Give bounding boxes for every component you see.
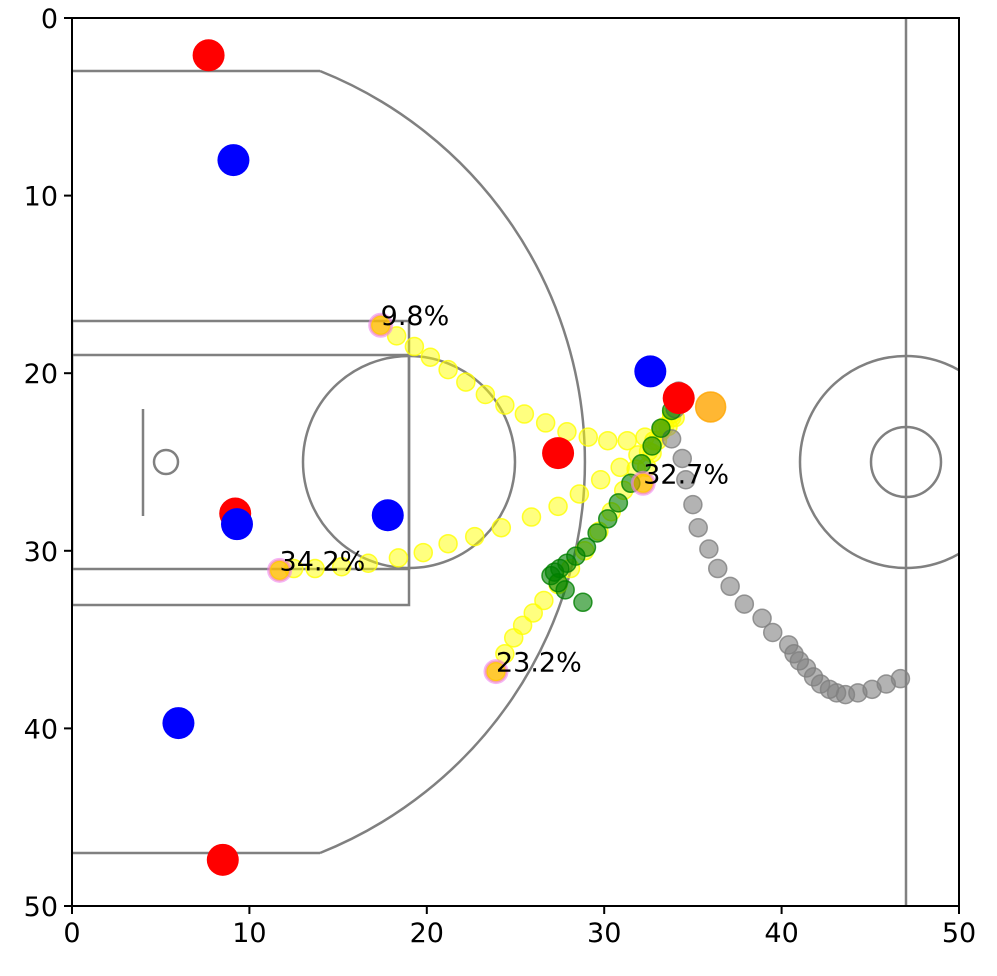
point (217, 144, 250, 177)
point (610, 457, 630, 478)
point (597, 430, 618, 451)
point (404, 336, 425, 357)
point (475, 384, 496, 405)
point (890, 668, 911, 689)
point (651, 418, 671, 439)
three-point-arc (319, 69, 587, 855)
point (368, 312, 394, 338)
point (534, 590, 554, 611)
point (413, 542, 434, 563)
point (220, 508, 253, 541)
point (587, 523, 607, 543)
y-tick-label: 40 (24, 714, 58, 745)
point (578, 427, 598, 447)
point (548, 496, 568, 517)
y-tick-label: 20 (24, 359, 58, 390)
plot-frame (71, 17, 960, 907)
point (642, 436, 662, 456)
point (514, 404, 535, 424)
point (438, 359, 458, 380)
point (388, 548, 409, 568)
point (662, 382, 695, 415)
x-tick-label: 40 (764, 918, 798, 949)
point (672, 448, 693, 469)
annotation: 23.2% (496, 648, 582, 679)
annotation: 34.2% (280, 546, 366, 577)
y-tick-label: 50 (24, 892, 58, 923)
point (491, 517, 512, 538)
point (630, 470, 656, 496)
point (495, 395, 515, 415)
point (523, 603, 543, 623)
point (331, 557, 352, 577)
x-tick-label: 30 (587, 918, 621, 949)
point (573, 592, 593, 613)
point (206, 843, 239, 876)
annotation: 9.8% (381, 301, 450, 332)
free-throw-circle (301, 354, 517, 570)
point (267, 557, 293, 583)
point (512, 615, 533, 636)
point (569, 484, 590, 504)
point (371, 499, 404, 532)
point (438, 533, 458, 554)
point (420, 347, 441, 367)
point (521, 507, 542, 527)
point (386, 326, 407, 346)
y-tick-label: 0 (41, 4, 58, 35)
point (535, 413, 556, 433)
point (305, 558, 325, 579)
point (483, 659, 509, 685)
x-tick-label: 20 (410, 918, 444, 949)
point (762, 622, 783, 643)
x-tick-label: 50 (942, 918, 976, 949)
point (720, 576, 740, 597)
x-tick-label: 0 (63, 918, 80, 949)
point (694, 391, 727, 423)
hoop (152, 448, 180, 476)
point (358, 553, 379, 573)
point (597, 509, 618, 529)
center-circle-inner (869, 425, 943, 499)
point (608, 493, 629, 513)
point (464, 526, 485, 547)
point (699, 539, 719, 559)
paint-inner (72, 353, 411, 571)
point (676, 470, 696, 490)
point (162, 707, 195, 740)
point (683, 494, 703, 515)
y-tick-label: 10 (24, 182, 58, 213)
point (634, 355, 667, 388)
center-circle (798, 354, 959, 570)
point (734, 594, 755, 614)
point (590, 470, 611, 490)
point (192, 39, 225, 72)
x-tick-label: 10 (232, 918, 266, 949)
point (752, 608, 772, 629)
point (456, 372, 476, 392)
point (707, 558, 728, 579)
court (72, 18, 959, 906)
marks: 9.8% 34.2% 23.2% 32.7% (162, 39, 911, 876)
point (542, 437, 575, 470)
annotation: 32.7% (643, 459, 729, 490)
point (555, 580, 575, 600)
point (688, 517, 708, 538)
y-tick-label: 30 (24, 537, 58, 568)
